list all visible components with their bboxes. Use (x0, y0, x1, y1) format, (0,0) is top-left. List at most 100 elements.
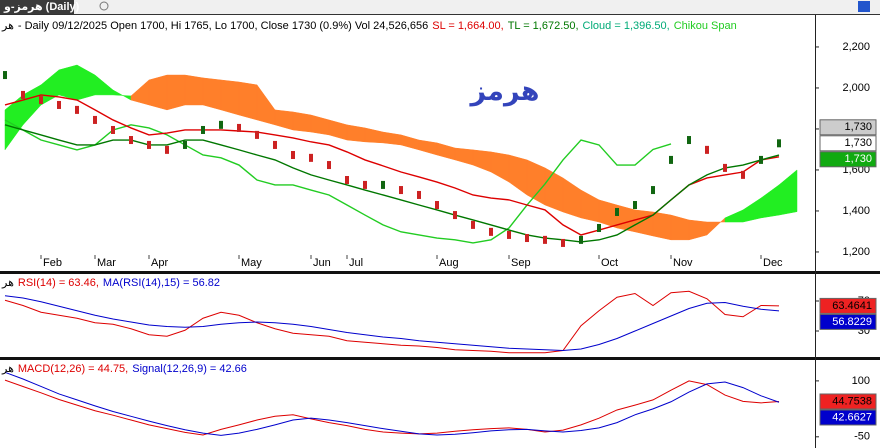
end-tag-label: 1,730 (844, 137, 872, 149)
indicator-line (4, 94, 780, 236)
price-bar (453, 211, 457, 220)
panel-header-item: Signal(12,26,9) = 42.66 (132, 363, 247, 375)
panel-header-item: Cloud = 1,396.50, (583, 20, 670, 32)
cloud-segment (220, 79, 240, 116)
price-bar (165, 145, 169, 154)
price-bar (705, 145, 709, 154)
cloud-segment (292, 111, 312, 133)
panel-header-item: هر (1, 277, 14, 289)
cloud-segment (238, 81, 258, 121)
price-bar (561, 238, 565, 247)
price-bar (183, 140, 187, 149)
end-tag-label: 63.4641 (832, 300, 872, 312)
panel-header-item: RSI(14) = 63.46, (18, 277, 99, 289)
indicator-line (4, 371, 780, 436)
price-bar (291, 150, 295, 159)
y-tick-label: 100 (852, 375, 870, 387)
chikou-line (4, 119, 672, 244)
price-bar (525, 234, 529, 243)
price-bar (327, 161, 331, 170)
price-bar (615, 207, 619, 216)
price-bar (777, 139, 781, 148)
y-tick-label: 1,200 (842, 246, 870, 258)
price-bar (21, 90, 25, 99)
price-bar (759, 155, 763, 164)
indicator-line (4, 124, 780, 243)
indicator-line (4, 290, 780, 354)
cloud-segment (58, 64, 78, 101)
cloud-segment (652, 211, 672, 241)
x-tick-label: Jul (349, 257, 363, 269)
x-tick-label: Feb (43, 257, 62, 269)
price-bar (93, 115, 97, 124)
x-tick-label: Dec (763, 257, 783, 269)
tab[interactable] (0, 0, 74, 14)
tab-title: هرمز-و (Daily) (3, 1, 80, 13)
y-tick-label: 2,000 (842, 82, 870, 94)
y-tick-label: 2,200 (842, 41, 870, 53)
price-bar (651, 186, 655, 195)
panel-separator (0, 271, 880, 274)
end-tag (819, 135, 877, 152)
cloud-segment (184, 74, 204, 106)
plot-layer: Feb Mar Apr May Jun Jul Aug Sep Oct Nov Dec هر - Dai… (1, 20, 877, 443)
price-bar (399, 186, 403, 195)
price-bar (723, 163, 727, 172)
tab-bar (0, 0, 880, 14)
end-tag-label: 42.6627 (832, 411, 872, 423)
panel-header-item: Chikou Span (674, 20, 737, 32)
panel-header-item: TL = 1,672.50, (508, 20, 579, 32)
price-bar (345, 176, 349, 185)
price-bar (543, 235, 547, 244)
price-bar (633, 201, 637, 210)
price-bar (129, 136, 133, 145)
panel-header-item: SL = 1,664.00, (432, 20, 503, 32)
price-bar (75, 105, 79, 114)
x-tick-label: Sep (511, 257, 531, 269)
panel-header-item: هر (1, 20, 14, 32)
x-tick-label: Apr (151, 257, 168, 269)
window-icon[interactable] (858, 1, 870, 12)
panel-header-item: هر (1, 363, 14, 375)
price-bar (381, 180, 385, 189)
end-tag-label: 1,730 (844, 121, 872, 133)
price-bar (201, 125, 205, 134)
end-tag (819, 297, 877, 314)
x-tick-label: Nov (673, 257, 693, 269)
end-tag (819, 393, 877, 410)
price-bar (741, 170, 745, 179)
panel-header-item: MACD(12,26) = 44.75, (18, 363, 128, 375)
price-bar (579, 235, 583, 244)
panel-separator (0, 357, 880, 360)
price-bar (39, 96, 43, 105)
end-tag (819, 313, 877, 330)
cloud-segment (778, 169, 798, 216)
price-bar (147, 140, 151, 149)
tab-add-icon[interactable] (99, 1, 109, 11)
cloud-segment (346, 124, 366, 143)
price-bar (363, 180, 367, 189)
price-bar (669, 155, 673, 164)
price-bar (111, 125, 115, 134)
price-bar (489, 227, 493, 236)
end-tag-label: 1,730 (844, 153, 872, 165)
x-tick-label: Aug (439, 257, 459, 269)
watermark: هرمز (468, 76, 539, 107)
cloud-segment (616, 204, 636, 233)
end-tag-label: 56.8229 (832, 316, 872, 328)
price-bar (471, 220, 475, 229)
x-tick-label: Oct (601, 257, 618, 269)
cloud-segment (166, 74, 186, 111)
indicator-line (4, 295, 780, 352)
indicator-line (4, 379, 780, 436)
end-tag (819, 409, 877, 426)
cloud-segment (148, 74, 168, 111)
cloud-segment (202, 77, 222, 111)
x-tick-label: May (241, 257, 262, 269)
price-bar (237, 123, 241, 132)
price-bar (273, 140, 277, 149)
y-tick-label: 1,400 (842, 205, 870, 217)
